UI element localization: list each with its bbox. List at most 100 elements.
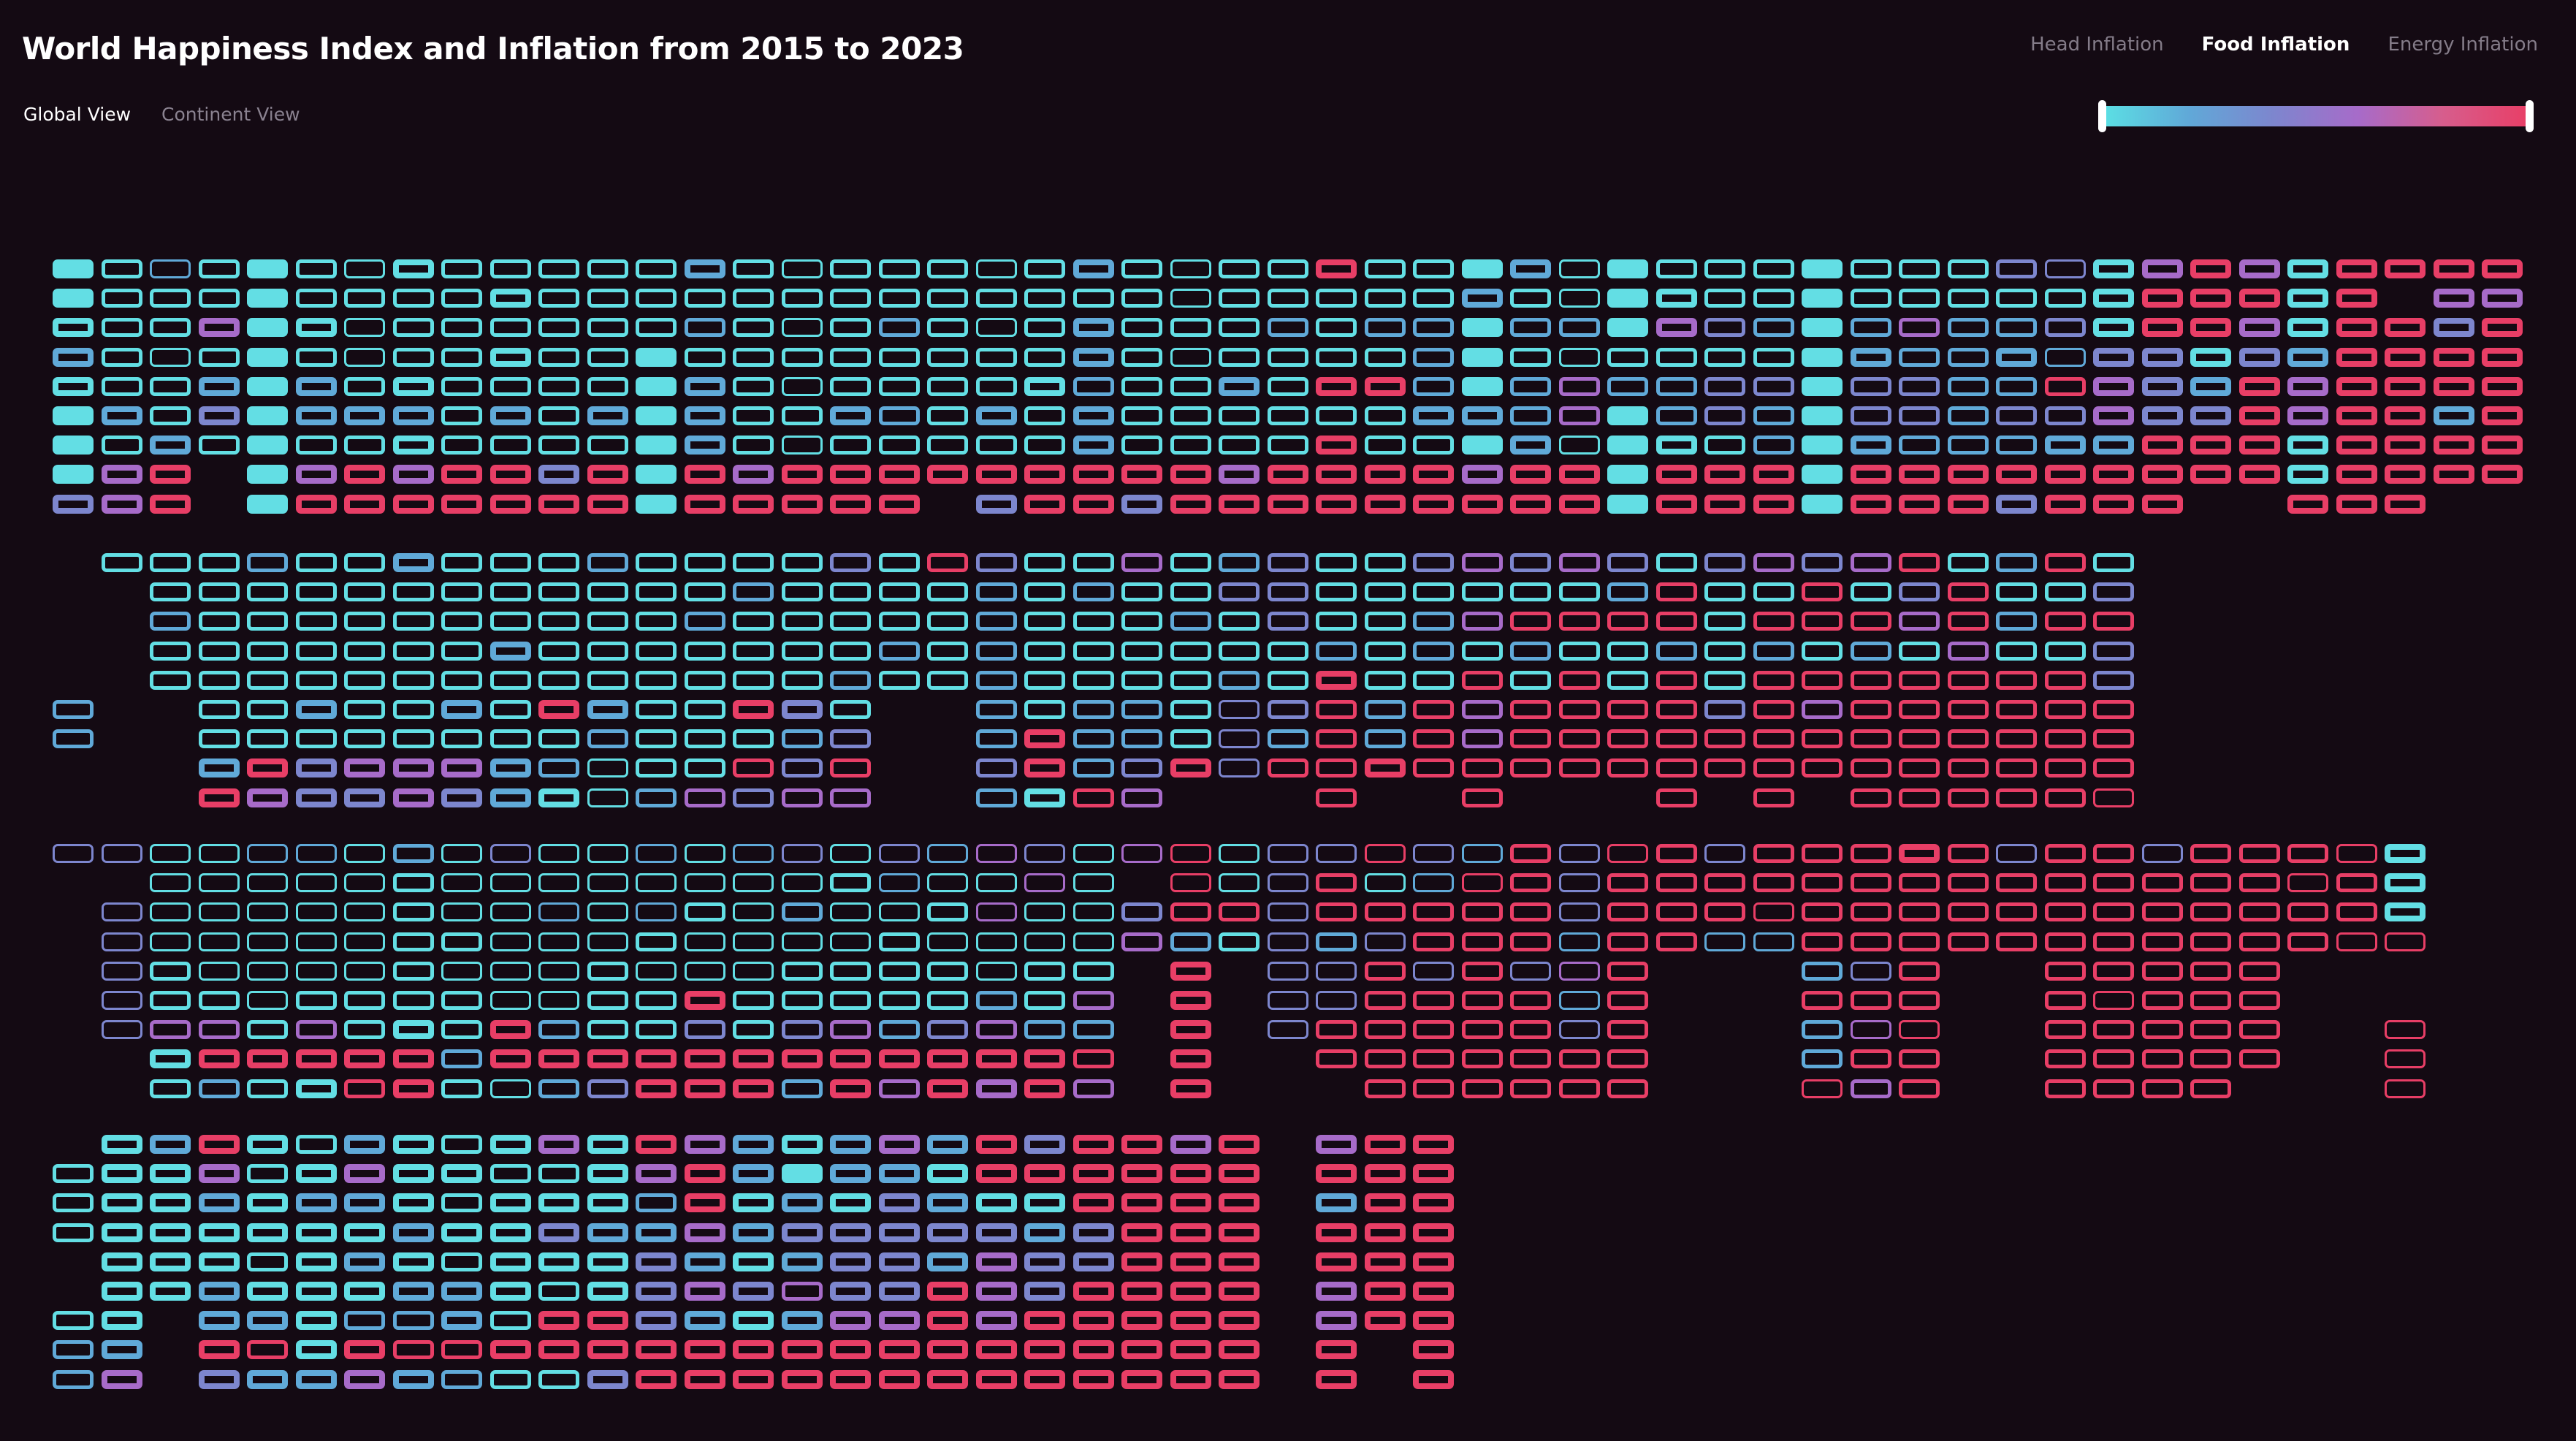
pill[interactable] xyxy=(1655,318,1697,338)
pill[interactable] xyxy=(1170,494,1211,514)
pill[interactable] xyxy=(2141,406,2183,425)
pill[interactable] xyxy=(295,758,337,778)
pill[interactable] xyxy=(198,406,240,425)
pill[interactable] xyxy=(1607,436,1648,455)
pill[interactable] xyxy=(927,612,968,631)
pill[interactable] xyxy=(733,376,774,396)
pill[interactable] xyxy=(1121,318,1162,338)
pill[interactable] xyxy=(2385,494,2426,514)
pill[interactable] xyxy=(1024,1369,1065,1389)
pill[interactable] xyxy=(2336,465,2377,484)
pill[interactable] xyxy=(1364,1311,1406,1331)
pill[interactable] xyxy=(927,406,968,425)
pill[interactable] xyxy=(781,932,823,951)
pill[interactable] xyxy=(1607,465,1648,484)
pill[interactable] xyxy=(1558,612,1600,631)
pill[interactable] xyxy=(1170,1223,1211,1242)
pill[interactable] xyxy=(1413,406,1454,425)
pill[interactable] xyxy=(150,961,191,981)
pill[interactable] xyxy=(2482,436,2523,455)
pill[interactable] xyxy=(1316,1223,1357,1242)
pill[interactable] xyxy=(1024,347,1065,367)
pill[interactable] xyxy=(1899,259,1940,278)
pill[interactable] xyxy=(1461,991,1503,1010)
pill[interactable] xyxy=(1364,1079,1406,1098)
pill[interactable] xyxy=(1413,1049,1454,1069)
pill[interactable] xyxy=(1996,406,2037,425)
pill[interactable] xyxy=(781,1223,823,1242)
pill[interactable] xyxy=(538,1193,579,1213)
pill[interactable] xyxy=(1704,582,1745,602)
pill[interactable] xyxy=(1704,376,1745,396)
pill[interactable] xyxy=(975,873,1017,893)
pill[interactable] xyxy=(1850,902,1891,922)
pill[interactable] xyxy=(1607,289,1648,308)
pill[interactable] xyxy=(1413,289,1454,308)
pill[interactable] xyxy=(684,494,725,514)
pill[interactable] xyxy=(830,1020,871,1040)
pill[interactable] xyxy=(2238,406,2280,425)
pill[interactable] xyxy=(1267,729,1308,749)
pill[interactable] xyxy=(636,700,677,719)
pill[interactable] xyxy=(1947,494,1989,514)
pill[interactable] xyxy=(1170,582,1211,602)
pill[interactable] xyxy=(636,1340,677,1360)
pill[interactable] xyxy=(2433,436,2474,455)
pill[interactable] xyxy=(2093,1049,2134,1069)
pill[interactable] xyxy=(781,376,823,396)
pill[interactable] xyxy=(1219,1135,1260,1154)
pill[interactable] xyxy=(295,1049,337,1069)
pill[interactable] xyxy=(1413,318,1454,338)
pill[interactable] xyxy=(1947,700,1989,719)
pill[interactable] xyxy=(392,1223,434,1242)
pill[interactable] xyxy=(1316,873,1357,893)
pill[interactable] xyxy=(489,902,531,922)
pill[interactable] xyxy=(2385,1079,2426,1098)
pill[interactable] xyxy=(1072,1252,1114,1271)
pill[interactable] xyxy=(927,873,968,893)
pill[interactable] xyxy=(2093,1079,2134,1098)
pill[interactable] xyxy=(53,436,94,455)
pill[interactable] xyxy=(1461,406,1503,425)
pill[interactable] xyxy=(295,641,337,661)
pill[interactable] xyxy=(1510,318,1551,338)
pill[interactable] xyxy=(441,1049,482,1069)
pill[interactable] xyxy=(247,465,288,484)
pill[interactable] xyxy=(198,788,240,807)
pill[interactable] xyxy=(1947,902,1989,922)
pill[interactable] xyxy=(1753,259,1794,278)
pill[interactable] xyxy=(1753,758,1794,778)
pill[interactable] xyxy=(489,641,531,661)
pill[interactable] xyxy=(198,729,240,749)
pill[interactable] xyxy=(1072,582,1114,602)
pill[interactable] xyxy=(1655,436,1697,455)
pill[interactable] xyxy=(587,1049,628,1069)
pill[interactable] xyxy=(295,729,337,749)
pill[interactable] xyxy=(636,406,677,425)
pill[interactable] xyxy=(587,1340,628,1360)
pill[interactable] xyxy=(1558,729,1600,749)
pill[interactable] xyxy=(392,289,434,308)
pill[interactable] xyxy=(1753,700,1794,719)
pill[interactable] xyxy=(2093,729,2134,749)
pill[interactable] xyxy=(1753,844,1794,863)
pill[interactable] xyxy=(975,729,1017,749)
pill[interactable] xyxy=(975,553,1017,572)
pill[interactable] xyxy=(1316,700,1357,719)
pill[interactable] xyxy=(1316,289,1357,308)
pill[interactable] xyxy=(1413,1282,1454,1301)
pill[interactable] xyxy=(2433,318,2474,338)
pill[interactable] xyxy=(975,612,1017,631)
pill[interactable] xyxy=(2433,259,2474,278)
pill[interactable] xyxy=(1607,670,1648,690)
pill[interactable] xyxy=(2093,465,2134,484)
pill[interactable] xyxy=(684,1079,725,1098)
pill[interactable] xyxy=(344,641,385,661)
pill[interactable] xyxy=(1072,289,1114,308)
pill[interactable] xyxy=(587,961,628,981)
pill[interactable] xyxy=(1024,1135,1065,1154)
pill[interactable] xyxy=(2141,347,2183,367)
pill[interactable] xyxy=(1753,436,1794,455)
pill[interactable] xyxy=(2385,844,2426,863)
pill[interactable] xyxy=(295,873,337,893)
